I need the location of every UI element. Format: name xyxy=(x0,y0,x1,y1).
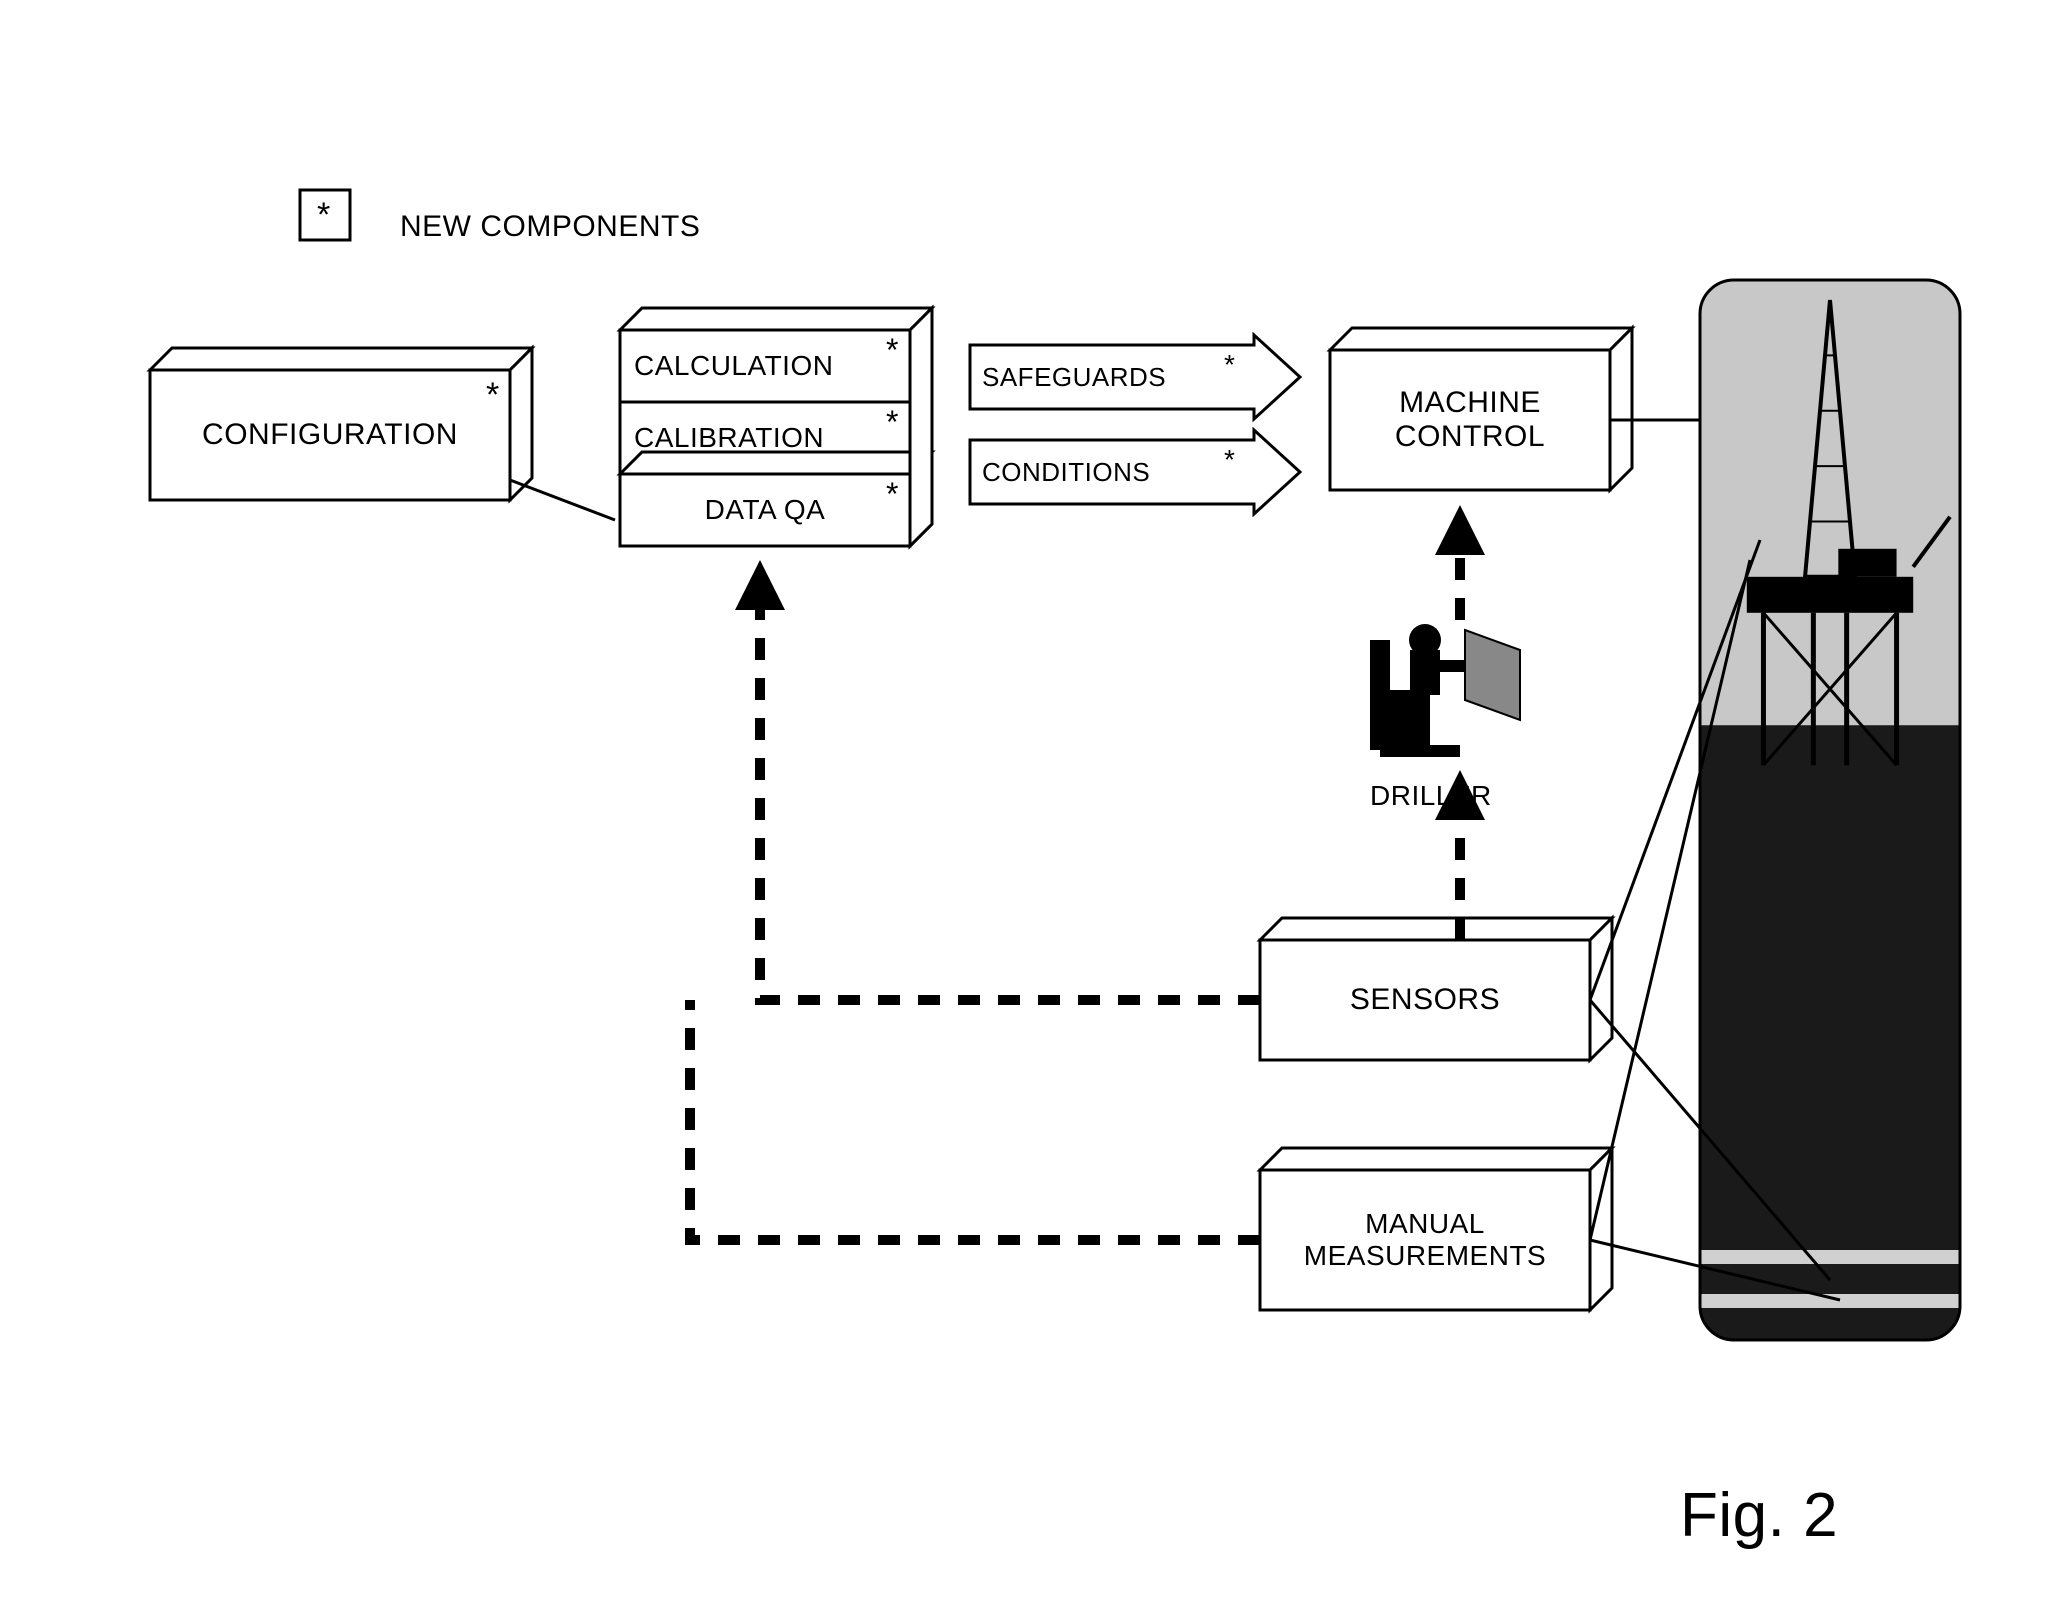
safeguards-star: * xyxy=(1224,349,1235,381)
machine_control-label: CONTROL xyxy=(1330,420,1610,454)
safeguards-label: SAFEGUARDS xyxy=(982,362,1166,393)
legend-star: * xyxy=(317,196,331,235)
dataqa-star: * xyxy=(886,476,899,513)
calculation-label: CALCULATION xyxy=(634,350,896,382)
conditions-star: * xyxy=(1224,444,1235,476)
calibration-star: * xyxy=(886,404,899,441)
edge-dashed-1 xyxy=(690,1000,1260,1240)
manual-label: MEASUREMENTS xyxy=(1260,1240,1590,1272)
diagram-stage: CONFIGURATION*CALCULATION*CALIBRATION*DA… xyxy=(0,0,2049,1623)
machine_control-label: MACHINE xyxy=(1330,386,1610,420)
dataqa-label: DATA QA xyxy=(620,494,910,526)
legend-label: NEW COMPONENTS xyxy=(400,210,700,244)
figure-label: Fig. 2 xyxy=(1680,1480,1838,1551)
conditions-label: CONDITIONS xyxy=(982,457,1150,488)
manual-label: MANUAL xyxy=(1260,1208,1590,1240)
driller-icon xyxy=(1370,624,1520,757)
oil-rig-icon xyxy=(1700,280,1960,1340)
diagram-svg xyxy=(0,0,2049,1623)
edge-dashed-0 xyxy=(760,570,1260,1000)
edge-solid-0 xyxy=(510,480,615,520)
configuration-star: * xyxy=(486,376,500,415)
driller-label: DRILLER xyxy=(1370,780,1492,812)
configuration-label: CONFIGURATION xyxy=(150,418,510,452)
sensors-label: SENSORS xyxy=(1260,983,1590,1017)
calculation-star: * xyxy=(886,332,899,369)
calibration-label: CALIBRATION xyxy=(634,422,896,454)
